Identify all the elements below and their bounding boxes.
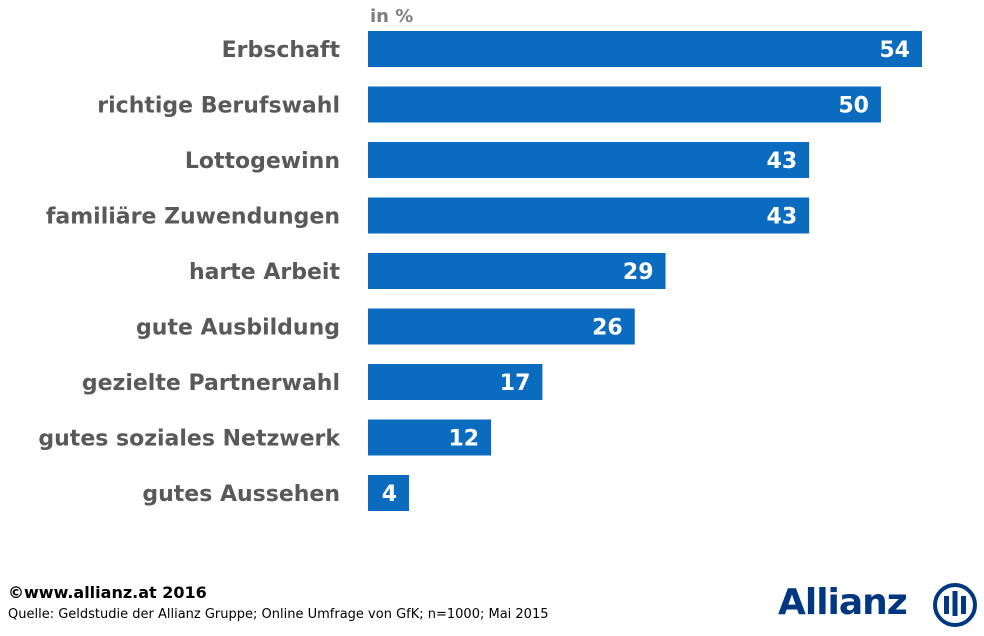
category-label: Lottogewinn — [185, 149, 340, 174]
value-label: 54 — [879, 38, 910, 63]
bar — [368, 198, 809, 234]
value-label: 12 — [448, 427, 479, 452]
category-label: gezielte Partnerwahl — [82, 371, 340, 396]
bar-chart: in % Erbschaft 54 richtige Berufswahl 50 Lot… — [0, 0, 984, 580]
bars-group: Erbschaft 54 richtige Berufswahl 50 Lottogew… — [38, 31, 922, 511]
category-label: gute Ausbildung — [136, 316, 340, 341]
bar — [368, 253, 666, 289]
bar — [368, 142, 809, 178]
brand-logo: Allianz — [778, 578, 978, 634]
copyright-text: ©www.allianz.at 2016 — [8, 583, 207, 602]
category-label: gutes soziales Netzwerk — [38, 427, 341, 452]
brand-name: Allianz — [778, 582, 907, 623]
value-label: 43 — [767, 205, 798, 230]
unit-label: in % — [370, 6, 413, 27]
bar — [368, 31, 922, 67]
bar — [368, 87, 881, 123]
value-label: 26 — [592, 316, 623, 341]
category-label: Erbschaft — [222, 38, 341, 63]
value-label: 4 — [382, 482, 397, 507]
category-label: richtige Berufswahl — [97, 94, 340, 119]
chart-canvas: in % Erbschaft 54 richtige Berufswahl 50 Lot… — [0, 0, 984, 636]
value-label: 17 — [500, 371, 531, 396]
value-label: 29 — [623, 260, 654, 285]
category-label: familiäre Zuwendungen — [46, 205, 340, 230]
value-label: 50 — [838, 94, 869, 119]
category-label: gutes Aussehen — [142, 482, 340, 507]
category-label: harte Arbeit — [189, 260, 341, 285]
source-text: Quelle: Geldstudie der Allianz Gruppe; O… — [8, 607, 549, 622]
allianz-eagle-logo-icon — [932, 580, 978, 630]
value-label: 43 — [767, 149, 798, 174]
